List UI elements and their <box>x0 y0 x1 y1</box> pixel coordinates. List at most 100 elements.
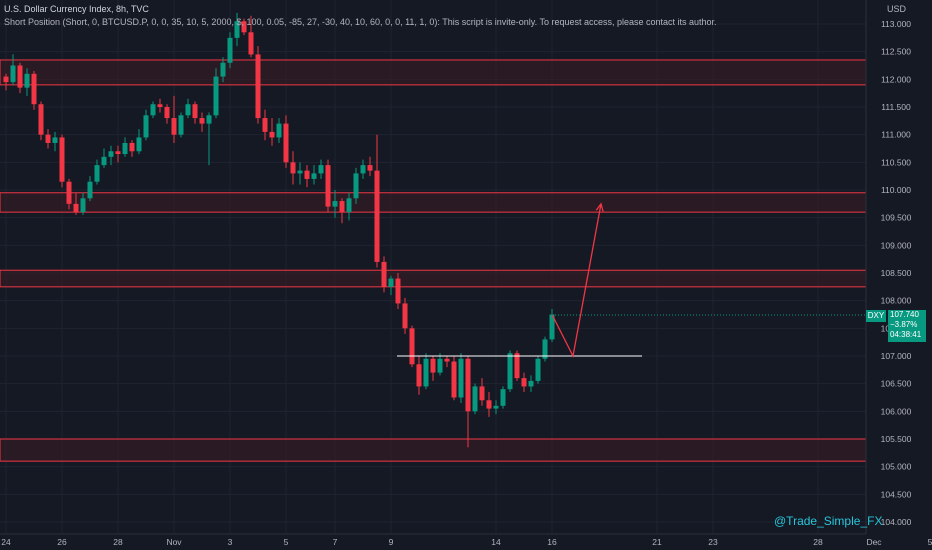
x-tick-label: 3 <box>228 537 233 547</box>
candle-body <box>241 21 247 33</box>
y-tick-label: 105.000 <box>881 462 912 472</box>
x-tick-label: Nov <box>166 537 182 547</box>
candle-body <box>199 118 205 124</box>
candle-body <box>87 181 93 199</box>
x-tick-label: 23 <box>708 537 718 547</box>
candle-body <box>528 380 534 387</box>
candle-body <box>507 353 513 390</box>
price-axis-panel <box>866 0 932 550</box>
candle-body <box>24 73 30 88</box>
candle-body <box>101 156 107 166</box>
candle-body <box>542 339 548 359</box>
x-tick-label: Dec <box>866 537 882 547</box>
candle-body <box>276 123 282 138</box>
candle-body <box>437 358 443 373</box>
y-tick-label: 104.500 <box>881 489 912 499</box>
candle-body <box>318 165 324 174</box>
candle-body <box>493 405 499 409</box>
candle-body <box>185 104 191 116</box>
y-tick-label: 109.000 <box>881 240 912 250</box>
candle-body <box>346 198 352 213</box>
candle-body <box>94 165 100 182</box>
author-watermark: @Trade_Simple_FX <box>774 514 883 528</box>
candle-body <box>136 137 142 152</box>
candle-body <box>38 104 44 135</box>
candle-body <box>143 115 149 138</box>
x-tick-label: 7 <box>333 537 338 547</box>
candle-body <box>444 358 450 362</box>
candle-body <box>213 76 219 116</box>
candle-body <box>255 54 261 119</box>
y-tick-label: 110.000 <box>881 185 911 195</box>
candle-body <box>451 361 457 398</box>
price-badge-symbol: DXY <box>866 310 886 322</box>
y-tick-label: 107.000 <box>881 351 912 361</box>
y-tick-label: 111.000 <box>881 130 911 140</box>
candle-body <box>479 386 485 401</box>
candle-body <box>164 107 170 119</box>
candle-body <box>297 170 303 174</box>
y-tick-label: 113.000 <box>881 19 911 29</box>
candle-body <box>465 358 471 412</box>
candle-body <box>283 123 289 163</box>
supply-demand-zone <box>0 59 867 86</box>
candle-body <box>395 278 401 304</box>
candle-body <box>353 173 359 199</box>
supply-demand-zone <box>0 438 867 462</box>
candle-body <box>388 278 394 287</box>
x-tick-label: 28 <box>113 537 123 547</box>
candle-body <box>129 142 135 152</box>
y-tick-label: 106.500 <box>881 379 912 389</box>
candle-body <box>486 400 492 409</box>
candle-body <box>381 261 387 287</box>
candle-body <box>472 386 478 412</box>
x-tick-label: 24 <box>1 537 11 547</box>
candle-body <box>31 73 37 105</box>
indicator-legend[interactable]: Short Position (Short, 0, BTCUSD.P, 0, 0… <box>4 17 717 27</box>
candle-body <box>59 137 65 182</box>
price-badge-price: 107.740 <box>890 310 919 319</box>
candle-body <box>108 151 114 157</box>
y-tick-label: 112.000 <box>881 74 911 84</box>
price-badge-countdown: 04:38:41 <box>890 330 922 339</box>
candle-body <box>360 165 366 174</box>
supply-demand-zone <box>0 269 867 288</box>
candle-body <box>430 358 436 373</box>
candle-body <box>339 201 345 213</box>
projection-path <box>551 203 602 359</box>
candle-body <box>367 165 373 171</box>
currency-label: USD <box>886 4 906 14</box>
candle-body <box>206 115 212 124</box>
candle-body <box>423 358 429 387</box>
price-badge-change: −3.87% <box>890 320 918 329</box>
candle-body <box>311 173 317 179</box>
y-tick-label: 104.000 <box>881 517 912 527</box>
candle-body <box>178 115 184 135</box>
candle-body <box>73 203 79 213</box>
candle-body <box>115 151 121 155</box>
x-tick-label: 9 <box>389 537 394 547</box>
x-tick-label: 28 <box>813 537 823 547</box>
candle-body <box>66 181 72 204</box>
candle-body <box>227 37 233 63</box>
candle-body <box>157 104 163 107</box>
candle-body <box>192 104 198 119</box>
candle-body <box>458 358 464 398</box>
candle-body <box>52 137 58 143</box>
x-tick-label: 5 <box>284 537 289 547</box>
candle-body <box>234 21 240 38</box>
candle-body <box>269 131 275 138</box>
candle-body <box>549 314 555 340</box>
candle-body <box>514 353 520 379</box>
supply-demand-zone <box>0 192 867 213</box>
candle-body <box>171 118 177 135</box>
candle-body <box>332 201 338 207</box>
x-tick-label: 26 <box>57 537 67 547</box>
y-tick-label: 105.500 <box>881 434 912 444</box>
y-tick-label: 108.000 <box>881 296 912 306</box>
candle-body <box>80 198 86 213</box>
candle-body <box>521 378 527 387</box>
y-tick-label: 106.000 <box>881 406 912 416</box>
candle-body <box>500 389 506 406</box>
